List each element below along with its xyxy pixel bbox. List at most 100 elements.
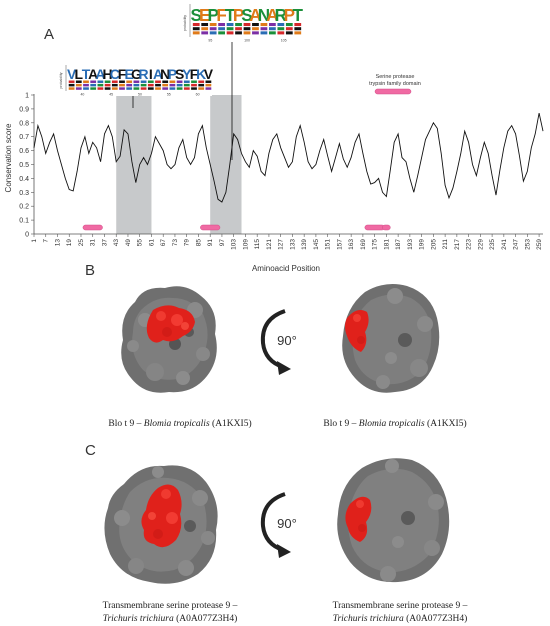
caption-c-right-accession: (A0A077Z3H4) [403,614,468,624]
logo-letter: N [160,66,170,82]
domain-label-line-2: trypsin family domain [369,81,421,87]
logo-stack-glyph [209,31,217,35]
y-axis-label: Conservation score [4,123,13,192]
logo-stack-glyph [243,27,251,31]
logo-stack-glyph [192,31,200,35]
logo-stack-glyph [97,83,104,87]
logo-ylabel: probability [183,15,187,31]
domain-marker-4 [382,224,391,231]
x-tick-label: 79 [184,239,191,247]
y-tick-label: 0.1 [19,218,29,225]
x-tick-label: 157 [336,239,343,250]
logo-letter: P [207,6,218,25]
x-tick-label: 67 [160,239,167,247]
logo-letter: A [266,6,278,25]
logo-stack-glyph [277,31,285,35]
domain-marker-1 [82,224,103,231]
x-axis-label: Aminoacid Position [252,264,320,273]
logo-stack-glyph [155,80,161,83]
domain-label-line-1: Serine protease [376,74,415,80]
x-tick-label: 139 [301,239,308,250]
logo-letter: E [199,6,210,25]
logo-tick-label: 60 [196,93,200,97]
logo-letter: P [168,66,177,82]
logo-stack-glyph [192,23,200,27]
caption-b-right: Blo t 9 – Blomia tropicalis (A1KXI5) [310,418,480,431]
logo-stack-glyph [147,83,154,87]
logo-stack-glyph [90,87,97,90]
logo-stack-glyph [201,31,209,35]
x-tick-label: 163 [348,239,355,250]
logo-stack-glyph [183,83,190,87]
conservation-line-1 [33,113,544,203]
logo-stack-glyph [226,31,234,35]
logo-letter: C [110,66,120,82]
caption-c-left-accession: (A0A077Z3H4) [173,614,238,624]
logo-letter: S [175,66,184,82]
logo-letter: F [190,66,199,82]
logo-stack-glyph [191,80,197,83]
y-tick-label: 1 [25,93,29,100]
logo-stack-glyph [205,80,212,83]
y-tick-label: 0.5 [19,162,29,169]
x-tick-label: 259 [536,239,543,250]
x-tick-label: 13 [54,239,61,247]
logo-stack-glyph [126,80,133,83]
x-tick-label: 37 [101,239,108,247]
rotation-arrow-c: 90° [260,492,297,558]
logo-letter: E [125,66,134,82]
logo-tick-label: 55 [167,93,171,97]
logo-letter: T [82,66,91,82]
logo-stack-glyph [235,23,242,27]
logo-stack-glyph [126,87,133,90]
x-tick-label: 73 [172,239,179,247]
x-tick-label: 145 [313,239,320,250]
x-tick-label: 1 [31,239,38,243]
logo-stack-glyph [269,31,276,35]
logo-stack-glyph [104,80,111,83]
logo-stack-glyph [252,23,259,27]
logo-stack-glyph [277,23,285,27]
logo-stack-glyph [119,80,125,83]
logo-stack-glyph [294,31,302,35]
logo-stack-glyph [169,80,176,83]
x-tick-label: 85 [195,239,202,247]
caption-c-left-species: Trichuris trichiura [102,614,174,624]
caption-b-right-accession: (A1KXI5) [424,419,467,429]
logo-stack-glyph [218,27,225,31]
logo-stack-glyph [119,87,125,90]
domain-marker-2 [200,224,221,231]
x-tick-label: 91 [207,239,214,247]
logo-stack-glyph [260,31,268,35]
x-tick-label: 193 [407,239,414,250]
logo-stack-glyph [111,80,118,83]
x-tick-label: 31 [90,239,97,247]
logo-stack-glyph [252,27,259,31]
logo-stack-glyph [133,80,140,83]
conservation-chart: 00.10.20.30.40.50.60.70.80.911 7 13 19 25 31 3… [4,4,544,273]
x-tick-label: 235 [489,239,496,250]
logo-stack-glyph [243,31,251,35]
logo-tick-label: 105 [281,39,287,43]
caption-b-left-name: Blo t 9 – [108,419,144,429]
caption-c-left: Transmembrane serine protease 9 – Trichu… [70,600,270,626]
logo-stack-glyph [169,87,176,90]
rotation-label-c: 90° [277,516,297,531]
logo-stack-glyph [68,83,75,87]
x-tick-label: 121 [266,239,273,250]
x-tick-label: 109 [242,239,249,250]
logo-letter: S [241,6,252,25]
logo-letter: A [95,66,105,82]
y-tick-label: 0.6 [19,148,29,155]
logo-letter: H [103,66,113,82]
logo-stack-glyph [277,27,285,31]
logo-tick-label: 95 [208,39,212,43]
x-tick-label: 175 [372,239,379,250]
caption-c-right: Transmembrane serine protease 9 – Trichu… [300,600,500,626]
caption-c-right-line-1: Transmembrane serine protease 9 – [332,601,468,611]
logo-stack-glyph [235,27,242,31]
logo-stack-glyph [176,83,183,87]
logo-stack-glyph [75,87,82,90]
x-tick-label: 43 [113,239,120,247]
logo-stack-glyph [226,27,234,31]
